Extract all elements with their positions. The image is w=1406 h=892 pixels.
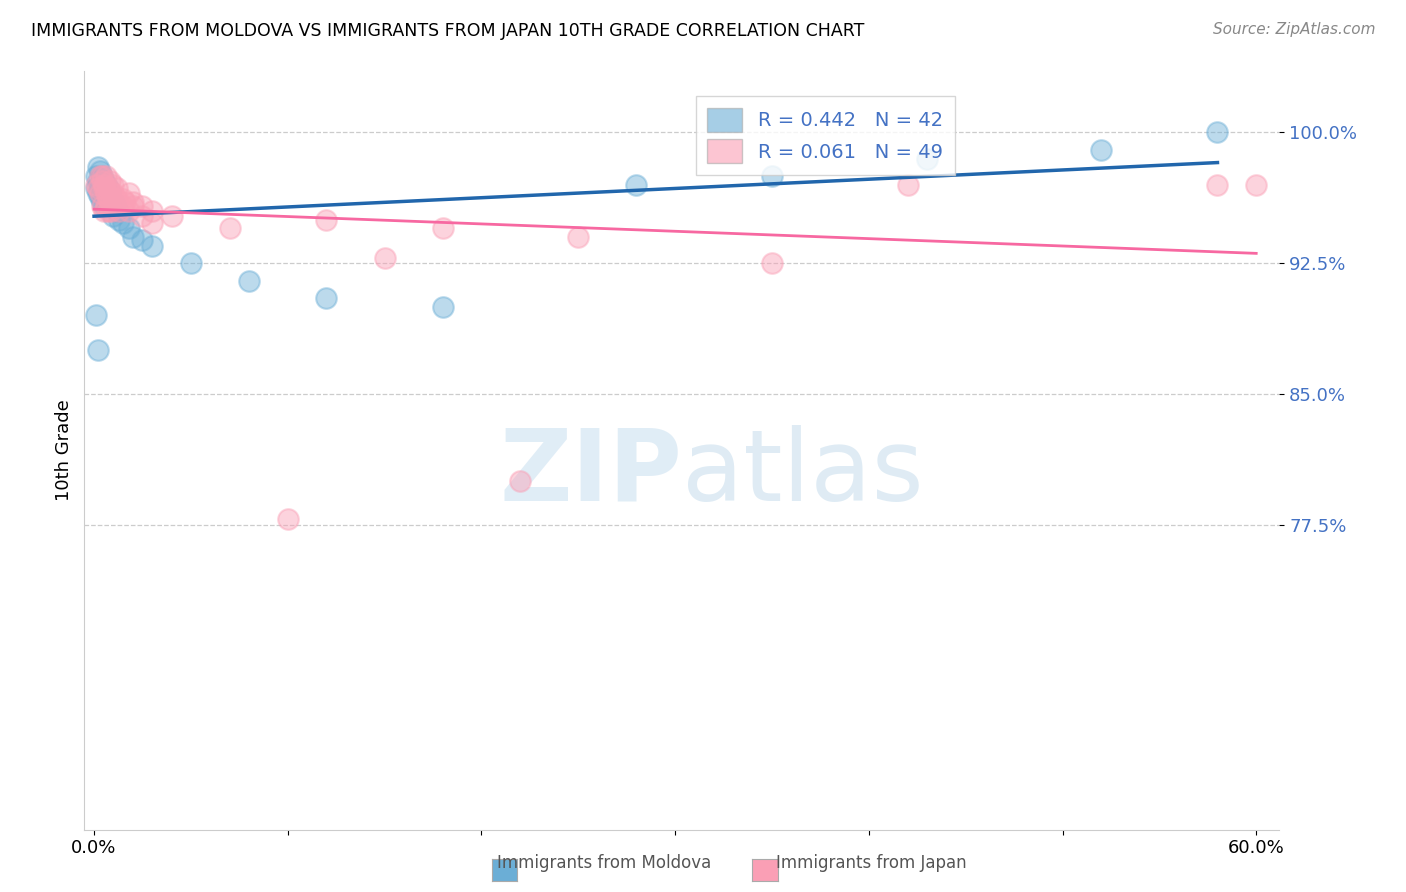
Point — [104, 198, 127, 212]
Point — [112, 192, 135, 206]
Point — [1206, 125, 1229, 139]
Point — [238, 273, 260, 287]
Point — [87, 181, 110, 195]
Point — [509, 474, 531, 488]
Point — [93, 186, 115, 201]
Point — [94, 186, 117, 201]
Point — [87, 343, 110, 358]
Point — [94, 169, 117, 183]
Point — [105, 192, 128, 206]
Point — [94, 178, 117, 192]
Point — [141, 203, 163, 218]
Point — [131, 198, 153, 212]
Point — [84, 178, 107, 192]
Point — [84, 169, 107, 183]
Point — [105, 203, 128, 218]
Legend: R = 0.442   N = 42, R = 0.061   N = 49: R = 0.442 N = 42, R = 0.061 N = 49 — [696, 96, 955, 175]
Point — [108, 212, 131, 227]
Point — [94, 190, 117, 204]
Text: Immigrants from Moldova: Immigrants from Moldova — [498, 855, 711, 872]
Point — [87, 160, 110, 174]
Point — [89, 190, 111, 204]
Point — [626, 178, 648, 192]
Point — [97, 192, 120, 206]
Text: Immigrants from Japan: Immigrants from Japan — [776, 855, 967, 872]
Point — [180, 256, 202, 270]
Point — [89, 186, 111, 201]
Point — [121, 198, 143, 212]
Point — [89, 169, 111, 183]
Point — [131, 234, 153, 248]
Point — [112, 216, 135, 230]
Point — [90, 169, 112, 183]
Point — [432, 300, 454, 314]
Text: Source: ZipAtlas.com: Source: ZipAtlas.com — [1212, 22, 1375, 37]
Point — [103, 178, 125, 192]
Point — [100, 203, 122, 218]
Point — [84, 309, 107, 323]
Point — [90, 195, 112, 210]
Point — [98, 198, 121, 212]
Point — [567, 230, 589, 244]
Point — [1206, 178, 1229, 192]
Point — [141, 216, 163, 230]
Point — [100, 186, 122, 201]
Point — [87, 174, 110, 188]
Point — [374, 251, 396, 265]
Point — [761, 169, 783, 183]
Point — [118, 221, 141, 235]
Y-axis label: 10th Grade: 10th Grade — [55, 400, 73, 501]
Point — [105, 181, 128, 195]
Point — [90, 198, 112, 212]
Point — [97, 181, 120, 195]
Point — [761, 256, 783, 270]
Point — [103, 209, 125, 223]
Text: IMMIGRANTS FROM MOLDOVA VS IMMIGRANTS FROM JAPAN 10TH GRADE CORRELATION CHART: IMMIGRANTS FROM MOLDOVA VS IMMIGRANTS FR… — [31, 22, 865, 40]
Point — [89, 163, 111, 178]
Point — [98, 174, 121, 188]
Point — [118, 203, 141, 218]
Point — [89, 178, 111, 192]
Point — [97, 195, 120, 210]
Point — [1090, 143, 1112, 157]
Point — [160, 209, 183, 223]
Point — [87, 186, 110, 201]
Point — [112, 198, 135, 212]
Point — [915, 152, 938, 166]
Point — [93, 203, 115, 218]
Point — [90, 181, 112, 195]
Point — [121, 230, 143, 244]
Point — [94, 198, 117, 212]
Point — [103, 195, 125, 210]
Point — [97, 181, 120, 195]
Point — [97, 203, 120, 218]
Point — [141, 238, 163, 252]
Point — [277, 512, 299, 526]
Point — [118, 186, 141, 201]
Point — [114, 195, 136, 210]
Point — [100, 192, 122, 206]
Point — [1244, 178, 1267, 192]
Point — [84, 181, 107, 195]
Point — [103, 186, 125, 201]
Point — [121, 195, 143, 210]
Point — [131, 209, 153, 223]
Point — [315, 291, 337, 305]
Point — [90, 174, 112, 188]
Point — [218, 221, 240, 235]
Point — [432, 221, 454, 235]
Text: atlas: atlas — [682, 425, 924, 522]
Point — [98, 195, 121, 210]
Text: ZIP: ZIP — [499, 425, 682, 522]
Point — [93, 174, 115, 188]
Point — [93, 198, 115, 212]
Point — [93, 181, 115, 195]
Point — [108, 203, 131, 218]
Point — [98, 186, 121, 201]
Point — [896, 178, 918, 192]
Point — [315, 212, 337, 227]
Point — [90, 169, 112, 183]
Point — [93, 178, 115, 192]
Point — [104, 198, 127, 212]
